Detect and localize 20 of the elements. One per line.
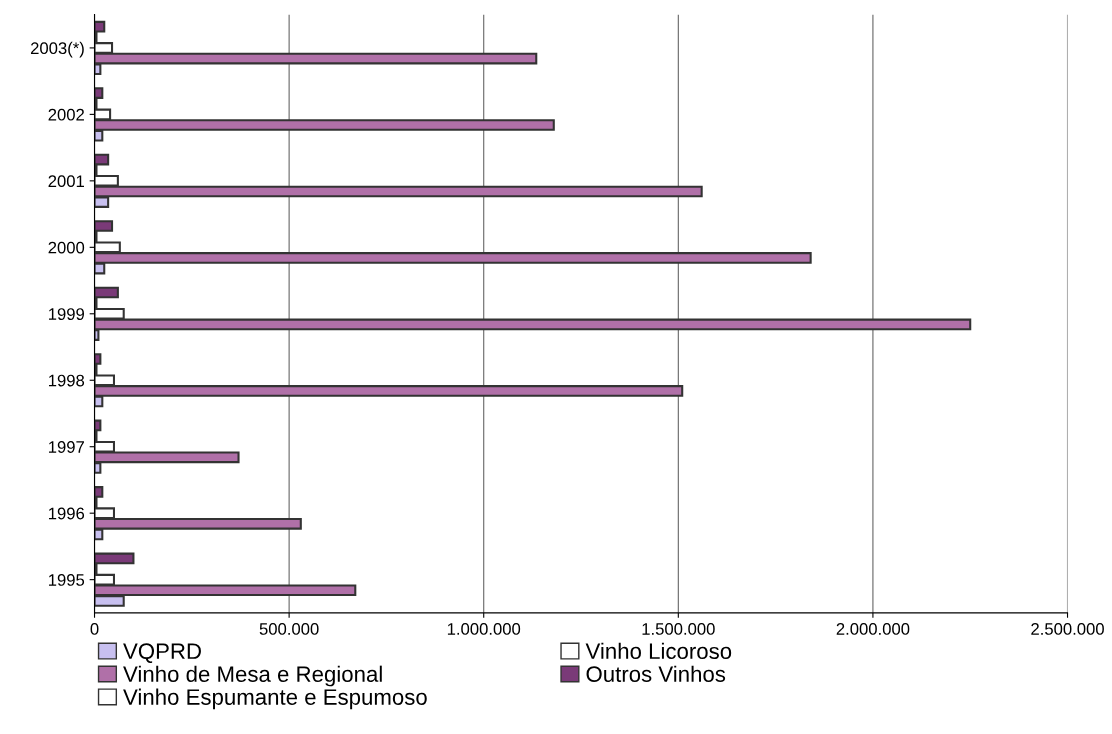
x-tick-label: 2.500.000 — [1031, 623, 1104, 635]
legend-label: Vinho Licoroso — [585, 642, 732, 660]
y-tick-label: 1995 — [49, 574, 85, 586]
legend-label: Outros Vinhos — [586, 665, 726, 682]
y-tick-label: 1997 — [49, 441, 84, 453]
legend-label: Vinho Espumante e Espumoso — [123, 688, 427, 710]
y-tick-label: 1996 — [49, 507, 85, 520]
x-tick-label: 1.500.000 — [642, 623, 715, 635]
legend-label: Vinho de Mesa e Regional — [123, 665, 382, 687]
x-tick-label: 2.000.000 — [836, 623, 910, 635]
x-tick-label: 1.000.000 — [447, 623, 521, 635]
legend-label: VQPRD — [123, 643, 201, 664]
y-tick-label: 2003(*) — [30, 41, 84, 58]
y-tick-label: 2000 — [48, 241, 85, 254]
x-tick-label: 0 — [90, 623, 99, 635]
y-tick-label: 1998 — [49, 374, 85, 387]
y-tick-label: 2001 — [48, 175, 84, 188]
y-tick-label: 2002 — [48, 108, 84, 121]
x-tick-label: 500.000 — [259, 623, 319, 635]
y-tick-label: 1999 — [49, 308, 85, 320]
